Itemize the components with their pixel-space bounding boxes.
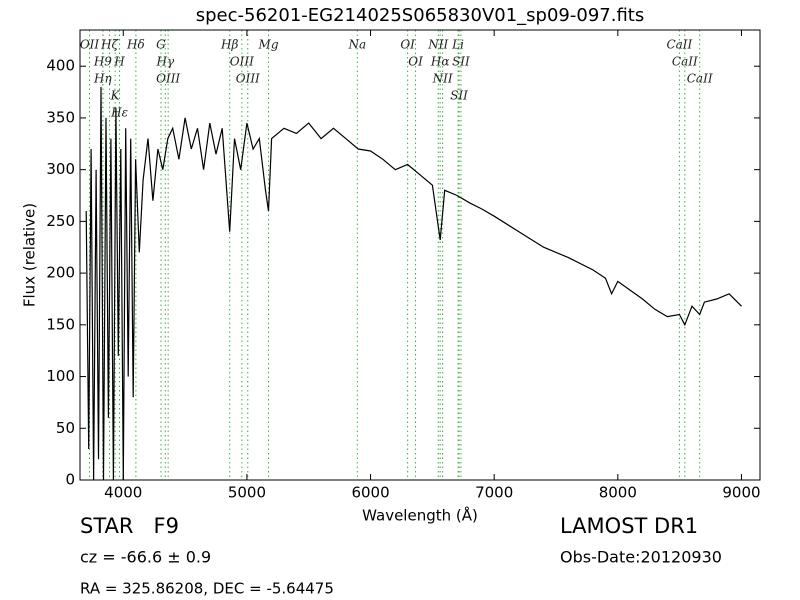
plot-frame (79, 29, 761, 481)
x-tick-label: 4000 (104, 484, 142, 502)
spectral-line-label: OIII (236, 72, 260, 86)
spectral-line-label: NII (432, 72, 453, 86)
survey: LAMOST DR1 (560, 514, 698, 538)
spectral-line-label: K (110, 89, 121, 103)
y-tick-label: 350 (46, 108, 75, 126)
spectral-line-label: Hε (110, 106, 128, 120)
y-tick-label: 400 (46, 57, 75, 75)
star-class: STAR F9 (80, 514, 179, 538)
y-tick-label: 200 (46, 264, 75, 282)
spectral-line-label: Li (451, 38, 464, 52)
spectral-line-label: NII (427, 38, 448, 52)
spectral-line-label: Hδ (126, 38, 145, 52)
spectral-line-label: Hγ (155, 55, 174, 69)
obs-date: Obs-Date:20120930 (560, 548, 722, 567)
spectral-line-label: CaII (687, 72, 713, 86)
spectral-line-label: OI (408, 55, 423, 69)
redshift: cz = -66.6 ± 0.9 (80, 548, 211, 567)
coordinates: RA = 325.86208, DEC = -5.64475 (80, 580, 334, 598)
spectral-line-label: Hζ (100, 38, 119, 52)
spectral-line-label: H9 (93, 55, 112, 69)
spectral-line-label: H (113, 55, 125, 69)
spectral-line-label: Mg (258, 38, 279, 52)
spectral-line-label: OII (80, 38, 100, 52)
spectral-line-label: OI (400, 38, 415, 52)
x-axis-label: Wavelength (Å) (362, 506, 478, 525)
spectral-line-label: OIII (230, 55, 254, 69)
y-tick-label: 150 (46, 315, 75, 333)
x-tick-label: 8000 (599, 484, 637, 502)
spectral-line-label: Hα (430, 55, 450, 69)
chart-title: spec-56201-EG214025S065830V01_sp09-097.f… (196, 5, 644, 26)
spectrum-line (85, 86, 742, 480)
spectral-line-label: G (156, 38, 166, 52)
y-tick-label: 50 (56, 419, 75, 437)
x-tick-label: 9000 (722, 484, 760, 502)
y-axis-label: Flux (relative) (21, 203, 39, 307)
spectral-line-label: Hη (93, 72, 112, 86)
spectral-line-label: CaII (672, 55, 698, 69)
spectral-line-label: OIII (156, 72, 180, 86)
y-tick-label: 250 (46, 212, 75, 230)
x-tick-label: 7000 (475, 484, 513, 502)
spectral-line-label: Na (347, 38, 366, 52)
x-tick-label: 6000 (351, 484, 389, 502)
y-tick-label: 0 (65, 471, 75, 489)
spectral-line-label: SII (450, 89, 468, 103)
spectral-line-label: Hβ (220, 38, 238, 52)
spectral-line-label: SII (452, 55, 470, 69)
spectral-line-label: CaII (666, 38, 692, 52)
x-tick-label: 5000 (228, 484, 266, 502)
y-tick-label: 300 (46, 160, 75, 178)
y-tick-label: 100 (46, 367, 75, 385)
